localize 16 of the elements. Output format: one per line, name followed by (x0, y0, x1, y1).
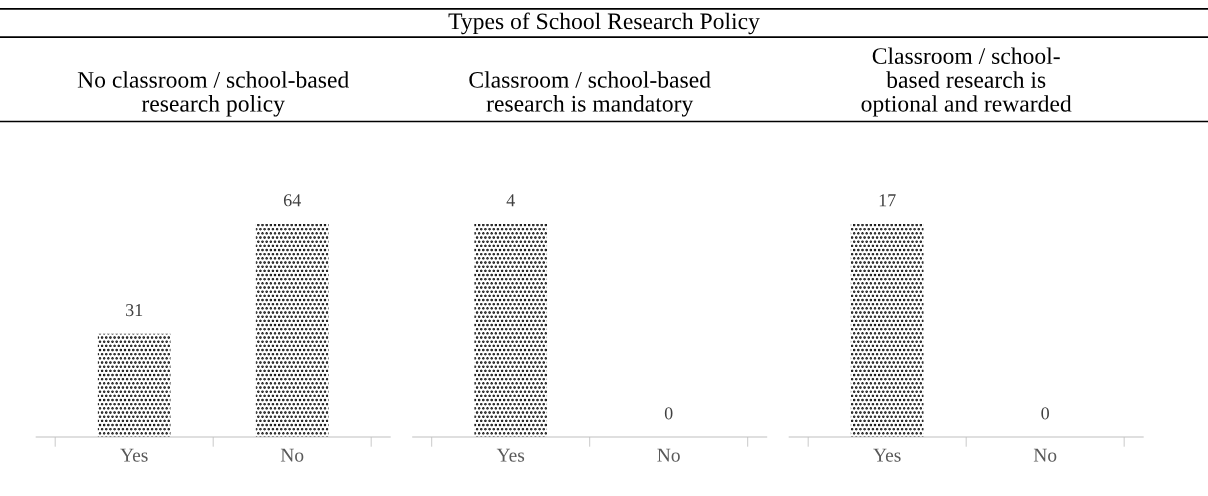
chart-title: Classroom / school-based research is mandatory (469, 71, 711, 117)
x-tick-label: No (280, 448, 304, 462)
x-tick-label: No (657, 448, 680, 462)
data-label: 4 (506, 194, 515, 207)
data-label: 31 (126, 304, 143, 317)
data-label: 0 (1041, 407, 1049, 420)
data-label: 64 (283, 194, 301, 207)
text: Types of School Research Policy (448, 12, 760, 35)
chart-title: No classroom / school-based research policy (77, 71, 349, 117)
chart-title: Classroom / school- based research is optional and rewarded (861, 47, 1072, 117)
x-tick-label: Yes (873, 448, 901, 462)
x-tick-label: Yes (496, 448, 525, 462)
x-tick-label: No (1033, 448, 1057, 462)
x-tick-label: Yes (120, 448, 148, 462)
data-label: 17 (879, 194, 896, 207)
data-label: 0 (664, 407, 673, 420)
